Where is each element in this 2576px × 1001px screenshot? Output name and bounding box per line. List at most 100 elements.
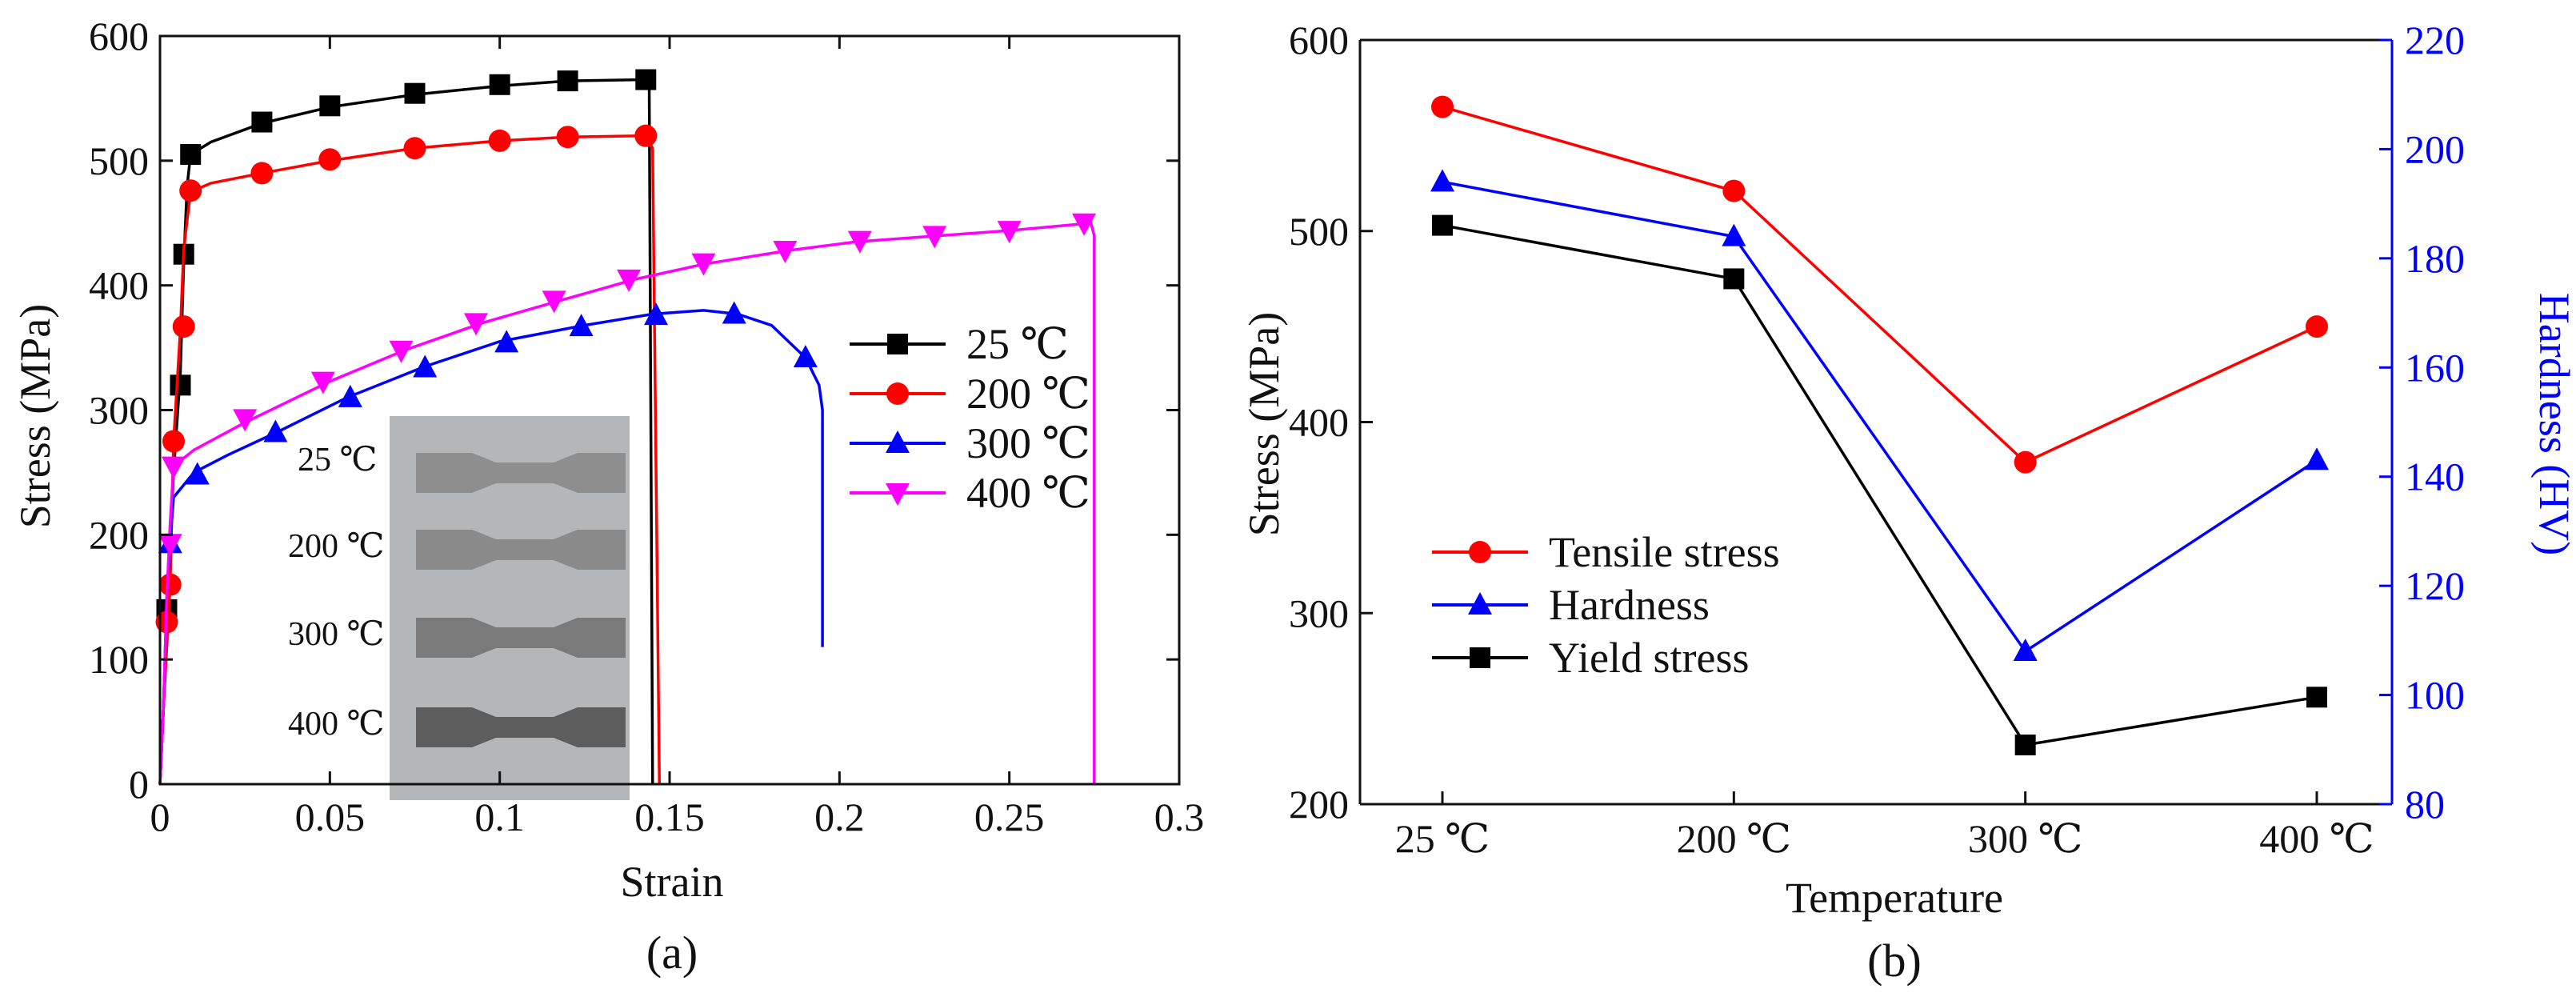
axes-b: 25 ℃ 200 ℃ 300 ℃ 400 ℃ 200 300 400 500 600 80 100 1…	[1289, 18, 2465, 861]
data-point-400	[922, 226, 947, 249]
x-axis-title-b: Temperature	[1786, 874, 2003, 922]
y-tick-label-a: 400	[89, 263, 149, 308]
data-point-25	[404, 82, 426, 104]
data-point-200	[488, 129, 511, 152]
data-point-400	[997, 221, 1022, 244]
legend-label-400: 400 ℃	[966, 469, 1090, 517]
data-point-300	[185, 462, 210, 485]
x-tick-label-a: 0.3	[1154, 795, 1205, 839]
data-point-hardness	[2013, 639, 2038, 661]
data-point-yield-stress	[2014, 734, 2036, 755]
x-tick-label-a: 0.25	[974, 795, 1045, 839]
specimen-1	[416, 453, 626, 493]
data-point-200	[403, 137, 426, 160]
y-tick-label-b: 600	[1289, 18, 1349, 62]
data-point-400	[617, 269, 642, 292]
data-point-200	[556, 126, 579, 149]
legend-marker-200	[886, 382, 909, 405]
x-tick-label-a: 0.15	[634, 795, 705, 839]
specimen-2	[416, 530, 626, 570]
data-point-hardness	[1430, 169, 1454, 192]
y2-tick-label-b: 220	[2405, 18, 2465, 62]
data-point-400	[161, 456, 186, 479]
data-point-tensile-stress	[1431, 95, 1454, 118]
data-point-200	[162, 430, 185, 453]
y-tick-label-a: 300	[89, 388, 149, 433]
y-axis-title-a: Stress (MPa)	[11, 304, 59, 529]
panel-label-b: (b)	[1867, 935, 1922, 987]
data-point-200	[634, 124, 658, 147]
data-point-400	[542, 290, 566, 314]
y2-tick-label-b: 80	[2405, 782, 2445, 827]
y-tick-label-b: 500	[1289, 209, 1349, 254]
data-point-400	[847, 230, 872, 254]
data-point-400	[389, 340, 414, 363]
data-point-400	[158, 534, 182, 557]
data-point-200	[158, 573, 182, 596]
legend-marker-400	[886, 483, 910, 506]
x-axis-title-a: Strain	[621, 858, 724, 906]
series-line-400	[158, 221, 1096, 785]
legend-marker-300	[886, 430, 910, 453]
x-tick-label-b: 400 ℃	[2259, 816, 2374, 861]
temperature-property-plot	[1430, 95, 2329, 755]
panel-label-a: (a)	[646, 927, 698, 979]
data-point-25	[635, 69, 657, 90]
x-tick-label-a: 0.1	[474, 795, 525, 839]
specimen-photo-inset: 25 ℃ 200 ℃ 300 ℃ 400 ℃	[288, 416, 630, 800]
data-point-25	[557, 70, 578, 92]
legend-label-yield-stress: Yield stress	[1549, 634, 1750, 682]
data-point-400	[233, 409, 258, 432]
y2-tick-label-b: 160	[2405, 345, 2465, 390]
data-point-25	[251, 111, 273, 133]
data-point-300	[494, 330, 519, 353]
inset-label-300: 300 ℃	[288, 616, 384, 653]
legend-marker-tensile-stress	[1469, 541, 1491, 563]
y-tick-label-a: 100	[89, 637, 149, 682]
y-tick-label-a: 500	[89, 138, 149, 183]
data-point-400	[463, 313, 488, 336]
y2-tick-label-b: 180	[2405, 236, 2465, 281]
y-axis-title-b: Stress (MPa)	[1240, 312, 1288, 537]
data-point-yield-stress	[1432, 214, 1453, 236]
panel-a: 25 ℃ 200 ℃ 300 ℃ 400 ℃ 0 0.05 0.1 0.15 0.2 0.…	[11, 14, 1204, 979]
x-tick-label-b: 300 ℃	[1968, 816, 2082, 861]
legend-label-25: 25 ℃	[966, 320, 1069, 368]
legend-marker-yield-stress	[1470, 647, 1490, 668]
legend-b: Tensile stress Hardness Yield stress	[1432, 528, 1780, 682]
data-point-200	[318, 148, 342, 171]
legend-label-hardness: Hardness	[1549, 581, 1710, 629]
data-point-300	[793, 345, 818, 368]
inset-label-200: 200 ℃	[288, 528, 384, 565]
specimen-3	[416, 618, 626, 658]
data-point-25	[489, 74, 510, 95]
data-point-25	[180, 144, 202, 166]
x-tick-label-a: 0.05	[295, 795, 366, 839]
data-point-400	[691, 253, 716, 276]
data-point-25	[319, 95, 341, 117]
inset-label-25: 25 ℃	[298, 442, 377, 478]
y-tick-label-b: 300	[1289, 591, 1349, 635]
data-point-300	[722, 301, 746, 324]
data-point-300	[263, 419, 288, 442]
x-tick-label-a: 0	[150, 795, 170, 839]
legend-marker-25	[887, 334, 908, 354]
data-point-300	[413, 354, 438, 378]
data-point-tensile-stress	[2306, 315, 2328, 338]
data-point-300	[569, 314, 594, 337]
y-tick-label-a: 0	[129, 762, 149, 807]
axes-a: 0 0.05 0.1 0.15 0.2 0.25 0.3 0 100 200 300 400 500 60…	[89, 14, 1204, 839]
data-point-tensile-stress	[2014, 450, 2037, 474]
legend-marker-hardness	[1468, 592, 1492, 615]
data-point-200	[250, 162, 274, 185]
y2-tick-label-b: 120	[2405, 563, 2465, 608]
data-point-yield-stress	[2306, 687, 2327, 708]
data-point-200	[172, 315, 195, 338]
specimen-4	[416, 707, 626, 747]
panel-b: 25 ℃ 200 ℃ 300 ℃ 400 ℃ 200 300 400 500 600 80 100 1…	[1240, 18, 2576, 987]
data-point-300	[338, 384, 362, 407]
y2-tick-label-b: 140	[2405, 454, 2465, 499]
inset-label-400: 400 ℃	[288, 706, 384, 743]
